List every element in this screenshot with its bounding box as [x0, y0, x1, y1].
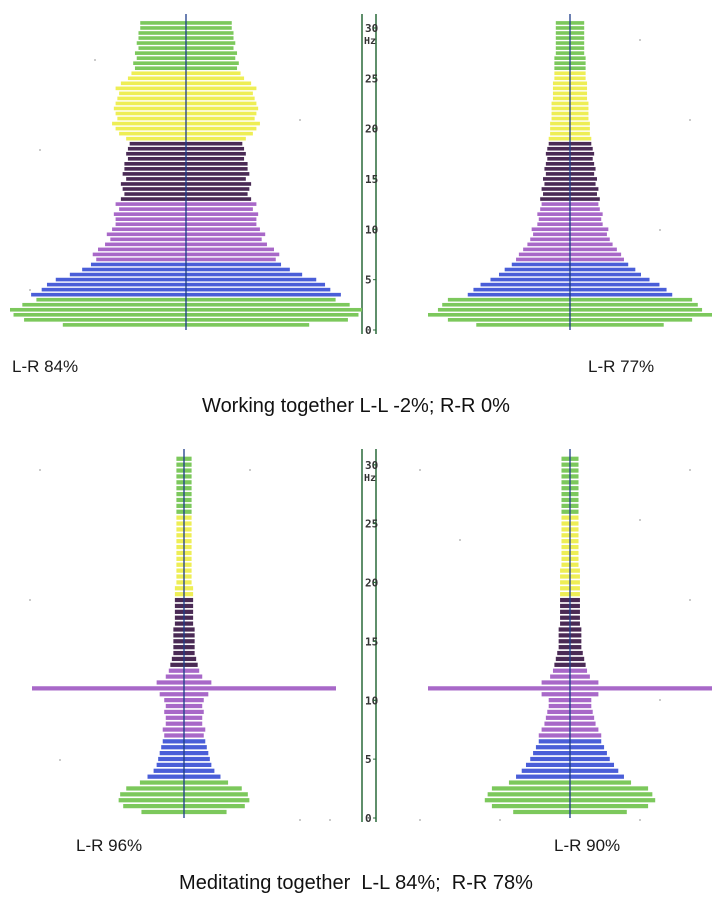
- hz-tick-label: 0: [365, 324, 372, 337]
- hz-tick-label: 20: [365, 577, 378, 590]
- caption-working-together: Working together L-L -2%; R-R 0%: [202, 395, 510, 417]
- background-speck: [689, 469, 691, 471]
- background-speck: [659, 229, 661, 231]
- hz-tick-label: 5: [365, 274, 372, 287]
- panel-label-bottom-left: L-R 96%: [76, 836, 143, 855]
- hz-tick-label: 15: [365, 635, 378, 648]
- background-speck: [39, 149, 41, 151]
- panel-label-top-right: L-R 77%: [588, 357, 655, 376]
- background-speck: [39, 469, 41, 471]
- background-speck: [94, 59, 96, 61]
- hz-tick-label: 5: [365, 753, 372, 766]
- hz-tick-label: 30: [365, 22, 378, 35]
- background-speck: [29, 289, 31, 291]
- background-speck: [299, 819, 301, 821]
- panel-label-bottom-right: L-R 90%: [554, 836, 621, 855]
- hz-tick-label: 25: [365, 72, 378, 85]
- hz-unit-label: Hz: [364, 36, 376, 47]
- background-speck: [499, 819, 501, 821]
- background-speck: [459, 539, 461, 541]
- hz-tick-label: 10: [365, 223, 378, 236]
- background-speck: [639, 39, 641, 41]
- background-speck: [639, 819, 641, 821]
- hz-tick-label: 20: [365, 123, 378, 136]
- background-speck: [419, 469, 421, 471]
- background-speck: [419, 819, 421, 821]
- hz-tick-label: 0: [365, 812, 372, 825]
- caption-meditating-together: Meditating together L-L 84%; R-R 78%: [179, 872, 533, 894]
- background-speck: [659, 699, 661, 701]
- background-speck: [689, 119, 691, 121]
- background-speck: [329, 819, 331, 821]
- hz-tick-label: 15: [365, 173, 378, 186]
- hz-tick-label: 25: [365, 518, 378, 531]
- background-speck: [29, 599, 31, 601]
- hz-tick-label: 30: [365, 459, 378, 472]
- background-speck: [299, 119, 301, 121]
- background-speck: [59, 759, 61, 761]
- background-speck: [639, 519, 641, 521]
- background-speck: [249, 469, 251, 471]
- panel-label-top-left: L-R 84%: [12, 357, 79, 376]
- hz-unit-label: Hz: [364, 473, 376, 484]
- background-speck: [689, 599, 691, 601]
- hz-tick-label: 10: [365, 694, 378, 707]
